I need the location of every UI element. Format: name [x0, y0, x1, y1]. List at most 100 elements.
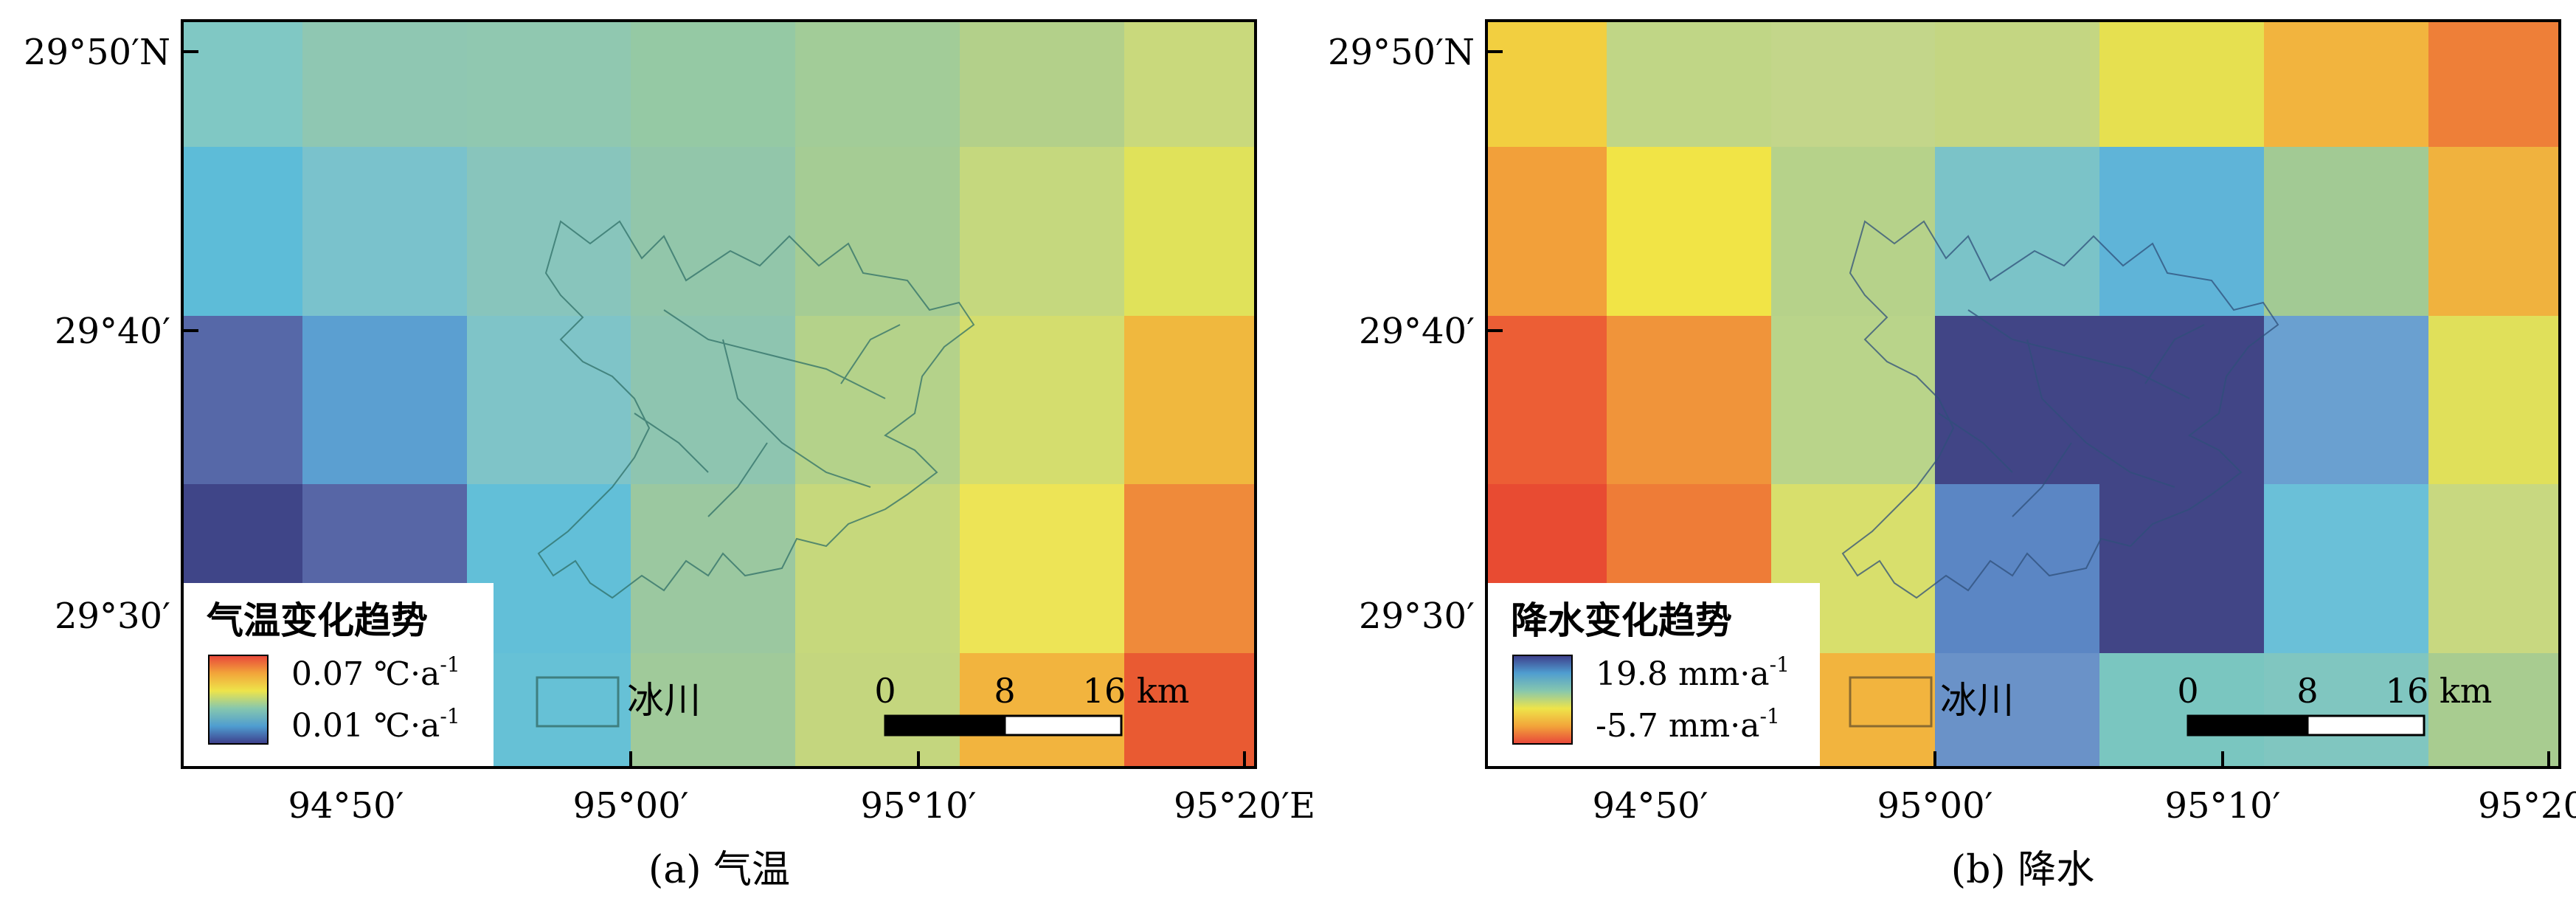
grid-cell — [1486, 21, 1607, 148]
map-frame-b — [1485, 19, 2561, 769]
grid-cell — [2264, 484, 2429, 654]
lon-label: 95°20′E — [1174, 785, 1315, 827]
grid-cell — [2099, 484, 2265, 654]
grid-cell — [182, 147, 303, 317]
colorbar-a — [208, 655, 269, 745]
lon-label: 94°50′ — [1592, 785, 1708, 827]
lat-label: 29°30′ — [55, 596, 170, 637]
grid-cell — [302, 316, 468, 485]
scalebar-label-0-b: 0 — [2177, 671, 2198, 711]
scalebar-label-8-a: 8 — [994, 671, 1015, 711]
grid-cell — [1607, 316, 1772, 485]
grid-cell — [960, 21, 1125, 148]
grid-cell — [1607, 21, 1772, 148]
grid-cell — [467, 316, 631, 485]
grid-cell — [1771, 21, 1936, 148]
glacier-legend-label-b: 冰川 — [1940, 679, 2014, 722]
lon-labels-a: 94°50′ 95°00′ 95°10′ 95°20′E — [288, 785, 1315, 827]
grid-cell — [467, 21, 631, 148]
panel-b: 29°50′N 29°40′ 29°30′ 94°50′ 95°00′ 95°10′ 95… — [1328, 19, 2576, 892]
legend-title-a: 气温变化趋势 — [207, 599, 428, 642]
lat-label: 29°50′N — [1328, 32, 1475, 73]
grid-cell — [1486, 147, 1607, 317]
legend-min-a: 0.01 ℃·a-1 — [291, 704, 460, 745]
scalebar-label-16-b: 16 km — [2386, 671, 2493, 711]
grid-cell — [1124, 21, 1256, 148]
lat-label: 29°40′ — [1359, 311, 1475, 352]
scalebar-a: 0 8 16 km — [874, 671, 1190, 737]
grid-cell — [795, 484, 960, 654]
grid-cell — [960, 147, 1125, 317]
legend-max-b: 19.8 mm·a-1 — [1596, 652, 1790, 693]
glacier-outline-a — [537, 220, 975, 599]
lon-label: 95°10′ — [2164, 785, 2280, 827]
grid-cell — [960, 484, 1125, 654]
grid-cell — [467, 147, 631, 317]
legend-min-b: -5.7 mm·a-1 — [1596, 704, 1780, 745]
grid-cell — [182, 316, 303, 485]
lat-labels-a: 29°50′N 29°40′ 29°30′ — [24, 32, 170, 637]
map-frame-a — [181, 19, 1257, 769]
grid-cell — [1935, 21, 2100, 148]
grid-cell — [795, 316, 960, 485]
lat-label: 29°50′N — [24, 32, 170, 73]
caption-a: (a) 气温 — [648, 848, 790, 892]
grid-cell — [1124, 316, 1256, 485]
grid-cell — [2428, 653, 2561, 768]
grid-cell — [2428, 484, 2561, 654]
colorbar-b — [1512, 655, 1573, 745]
grid-cell — [631, 316, 796, 485]
grid-cell — [467, 653, 631, 768]
lon-labels-b: 94°50′ 95°00′ 95°10′ 95°20′E — [1592, 785, 2576, 827]
grid-cell — [1124, 147, 1256, 317]
scalebar-label-8-b: 8 — [2296, 671, 2318, 711]
legend-b: 降水变化趋势 19.8 mm·a-1 -5.7 mm·a-1 — [1488, 583, 1820, 766]
grid-cell — [2099, 147, 2265, 317]
glacier-outline-b — [1841, 220, 2279, 599]
lat-labels-b: 29°50′N 29°40′ 29°30′ — [1328, 32, 1475, 637]
legend-a: 气温变化趋势 0.07 ℃·a-1 0.01 ℃·a-1 — [184, 583, 494, 766]
grid-cell — [960, 316, 1125, 485]
grid-cell — [2099, 21, 2265, 148]
scalebar-b: 0 8 16 km — [2177, 671, 2493, 737]
grid-cell — [302, 21, 468, 148]
grid-cell — [631, 653, 796, 768]
grid-cell — [1486, 316, 1607, 485]
glacier-legend-label-a: 冰川 — [627, 679, 701, 722]
scalebar-label-0-a: 0 — [874, 671, 896, 711]
grid-cell — [2264, 316, 2429, 485]
grid-cell — [1771, 147, 1936, 317]
scalebar-label-16-a: 16 km — [1083, 671, 1190, 711]
grid-cell — [1935, 653, 2100, 768]
grid-cell — [1771, 316, 1936, 485]
lat-label: 29°30′ — [1359, 596, 1475, 637]
grid-cell — [2099, 316, 2265, 485]
grid-cell — [2428, 316, 2561, 485]
caption-b: (b) 降水 — [1951, 848, 2094, 892]
grid-cell — [2428, 147, 2561, 317]
grid-cell — [631, 147, 796, 317]
panel-a: 29°50′N 29°40′ 29°30′ 94°50′ 95°00′ 95°10′ 95… — [24, 19, 1315, 892]
grid-cell — [2264, 21, 2429, 148]
grid-cell — [960, 653, 1125, 768]
grid-cell — [2264, 147, 2429, 317]
grid-cells-a — [182, 21, 1256, 768]
legend-max-a: 0.07 ℃·a-1 — [291, 652, 460, 693]
grid-cell — [1935, 316, 2100, 485]
grid-cell — [1124, 653, 1256, 768]
glacier-legend-swatch-b — [1849, 676, 1933, 728]
grid-cell — [302, 147, 468, 317]
lat-label: 29°40′ — [55, 311, 170, 352]
grid-cell — [2264, 653, 2429, 768]
lon-label: 95°00′ — [572, 785, 688, 827]
legend-title-b: 降水变化趋势 — [1511, 599, 1732, 642]
grid-cell — [795, 653, 960, 768]
grid-cell — [1607, 147, 1772, 317]
grid-cell — [795, 21, 960, 148]
lon-label: 95°00′ — [1877, 785, 1992, 827]
grid-cell — [795, 147, 960, 317]
lon-label: 95°20′E — [2478, 785, 2576, 827]
lon-label: 95°10′ — [860, 785, 976, 827]
glacier-legend-swatch-a — [536, 676, 620, 728]
